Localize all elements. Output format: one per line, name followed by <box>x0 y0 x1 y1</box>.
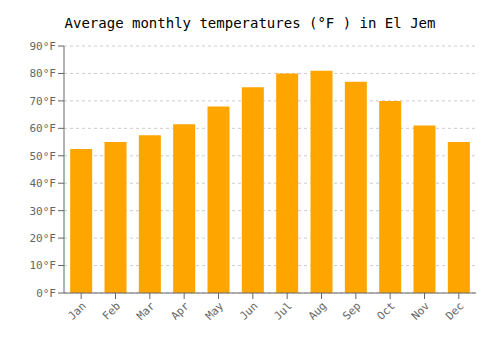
svg-text:Dec: Dec <box>443 299 466 322</box>
svg-text:80°F: 80°F <box>30 67 57 80</box>
svg-text:30°F: 30°F <box>30 205 57 218</box>
svg-text:Nov: Nov <box>409 299 433 323</box>
svg-text:Apr: Apr <box>169 299 193 323</box>
svg-text:10°F: 10°F <box>30 259 57 272</box>
svg-text:40°F: 40°F <box>30 177 57 190</box>
svg-text:20°F: 20°F <box>30 232 57 245</box>
svg-text:50°F: 50°F <box>30 150 57 163</box>
svg-text:Jan: Jan <box>66 299 89 322</box>
svg-text:90°F: 90°F <box>30 40 57 53</box>
html-text:Average monthly temperatures (: Average monthly temperatures (°F ) in El… <box>64 15 436 31</box>
svg-text:Aug: Aug <box>306 299 329 322</box>
svg-text:70°F: 70°F <box>30 95 57 108</box>
svg-text:Jun: Jun <box>237 299 260 322</box>
svg-text:Jul: Jul <box>272 299 295 322</box>
svg-text:Mar: Mar <box>134 299 158 323</box>
svg-text:Sep: Sep <box>340 299 363 322</box>
svg-text:Feb: Feb <box>100 299 123 322</box>
svg-text:Oct: Oct <box>375 299 398 322</box>
svg-text:May: May <box>203 299 227 323</box>
svg-text:0°F: 0°F <box>36 287 56 300</box>
svg-text:60°F: 60°F <box>30 122 57 135</box>
